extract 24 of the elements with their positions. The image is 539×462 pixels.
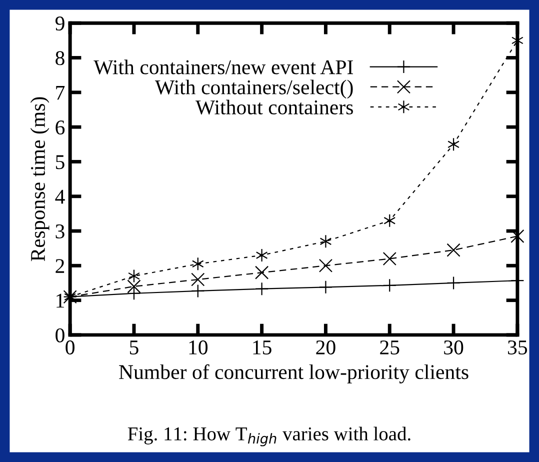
y-tick-label: 5 [56,155,64,170]
y-tick-label: 6 [56,120,65,134]
x-tick-label: 5 [130,340,138,354]
x-tick-label: 25 [380,340,400,354]
x-tick-label: 20 [316,340,336,354]
x-axis-title: Number of concurrent low-priority clients [119,364,468,384]
x-tick-label: 30 [444,340,464,354]
y-tick-label: 1 [56,294,64,308]
legend-label: Without containers [195,100,353,115]
y-tick-label: 2 [56,259,64,273]
x-tick-label: 35 [508,340,528,354]
y-tick-label: 3 [56,224,64,238]
y-tick-label: 9 [55,16,64,31]
x-tick-label: 10 [189,340,208,354]
x-tick-label: 0 [66,340,74,354]
y-tick-label: 4 [55,190,65,204]
y-axis-title: Response time (ms) [30,97,50,262]
x-tick-label: 15 [253,340,272,354]
caption: Fig. 11: How T$_{high}$ varies with load. [128,426,410,446]
legend-label: With containers/new event API [94,60,353,74]
y-tick-label: 0 [56,328,64,342]
y-tick-label: 8 [56,51,64,66]
legend-label: With containers/select() [154,80,353,99]
y-tick-label: 7 [56,86,65,100]
